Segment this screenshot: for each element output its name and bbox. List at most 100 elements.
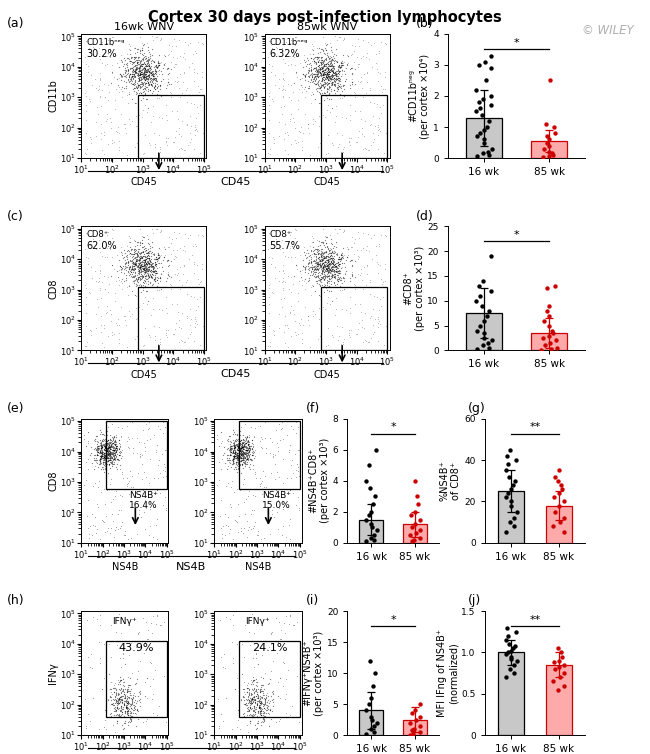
Point (136, 78, 146, 90)
Point (315, 274, 326, 286)
Point (146, 492, 156, 504)
Point (252, 529, 263, 541)
Point (105, 454, 115, 466)
Point (162, 62, 172, 74)
Point (159, 616, 169, 628)
Point (81, 298, 91, 310)
Point (87, 662, 98, 674)
Point (140, 255, 150, 267)
Point (220, 457, 230, 469)
Point (92, 437, 102, 449)
Point (317, 54, 327, 66)
Point (107, 441, 117, 453)
Point (111, 697, 122, 709)
Point (503, 646, 514, 658)
Point (163, 68, 174, 80)
Point (79, 428, 89, 440)
Point (333, 65, 343, 77)
Point (255, 705, 265, 717)
Point (116, 54, 126, 66)
Point (307, 69, 318, 81)
Point (112, 463, 122, 475)
Point (327, 46, 337, 58)
Point (254, 703, 265, 716)
Point (254, 700, 265, 713)
Point (235, 449, 245, 461)
Point (471, 324, 482, 336)
Point (244, 697, 255, 709)
Point (311, 256, 322, 268)
Point (270, 425, 281, 437)
Point (291, 31, 301, 43)
Point (99, 446, 109, 458)
Point (144, 65, 154, 77)
Point (332, 265, 342, 277)
Point (106, 441, 116, 453)
Point (118, 648, 128, 660)
Point (408, 728, 418, 740)
Point (151, 60, 161, 72)
Point (299, 83, 309, 95)
Point (107, 46, 117, 58)
Point (278, 680, 289, 692)
Point (125, 263, 136, 275)
Point (133, 694, 144, 706)
Point (139, 62, 150, 74)
Point (330, 268, 341, 280)
Point (252, 717, 262, 729)
Point (127, 70, 137, 82)
Point (113, 695, 124, 707)
Point (552, 342, 562, 354)
Point (144, 520, 155, 532)
Point (124, 263, 134, 275)
Point (322, 58, 333, 70)
Point (324, 69, 335, 81)
Point (294, 470, 304, 482)
Point (279, 100, 289, 112)
Point (315, 67, 326, 79)
Point (114, 708, 125, 720)
Point (325, 263, 335, 275)
Point (81, 282, 91, 294)
Point (235, 438, 246, 450)
Point (118, 473, 129, 485)
Point (110, 703, 120, 715)
Point (317, 259, 327, 271)
Point (98, 433, 108, 445)
Point (116, 709, 127, 721)
Point (254, 702, 265, 714)
Point (140, 82, 151, 94)
Point (146, 79, 157, 91)
Point (131, 63, 142, 75)
Point (142, 255, 153, 267)
Point (237, 440, 248, 452)
Point (159, 57, 170, 69)
Point (337, 340, 347, 352)
Point (329, 256, 339, 268)
Point (136, 270, 146, 282)
Point (134, 256, 144, 268)
Point (125, 673, 135, 685)
Point (306, 73, 317, 85)
Point (333, 265, 343, 277)
Point (133, 74, 144, 86)
Point (133, 271, 143, 283)
Point (311, 68, 321, 80)
Point (334, 68, 345, 80)
Point (326, 63, 336, 75)
Point (317, 79, 327, 91)
Point (322, 231, 332, 243)
Point (299, 301, 309, 313)
Point (310, 93, 320, 105)
Point (316, 260, 326, 272)
Point (249, 710, 259, 722)
Point (96, 440, 106, 452)
Point (244, 444, 255, 456)
Point (121, 257, 131, 269)
Point (261, 691, 272, 703)
Point (328, 66, 338, 78)
Point (135, 238, 145, 250)
Point (94, 72, 105, 84)
Point (149, 73, 159, 85)
Point (135, 80, 145, 92)
